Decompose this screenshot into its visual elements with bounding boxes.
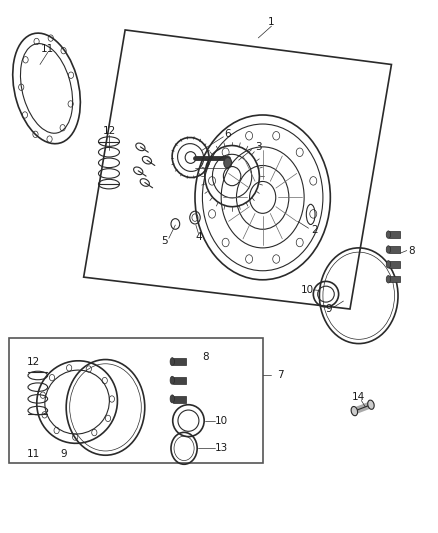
Bar (173, 377, 186, 384)
Text: 1: 1 (268, 17, 275, 27)
Bar (389, 231, 400, 238)
Bar (389, 276, 400, 282)
Bar (173, 395, 186, 402)
Ellipse shape (386, 246, 391, 253)
Text: 8: 8 (203, 352, 209, 362)
Text: 4: 4 (195, 232, 202, 242)
Text: 12: 12 (27, 357, 40, 367)
Ellipse shape (170, 358, 174, 366)
Bar (389, 246, 400, 253)
Text: 7: 7 (277, 370, 283, 381)
Bar (173, 359, 186, 366)
Text: 11: 11 (27, 449, 40, 459)
Text: 9: 9 (61, 449, 67, 459)
Text: 8: 8 (408, 246, 414, 255)
Text: 10: 10 (215, 416, 228, 426)
Text: 3: 3 (255, 142, 261, 152)
Text: 5: 5 (161, 236, 168, 246)
Text: 13: 13 (215, 443, 228, 453)
Ellipse shape (386, 276, 391, 283)
Ellipse shape (386, 261, 391, 268)
Ellipse shape (224, 158, 232, 168)
Text: 6: 6 (224, 128, 231, 139)
Ellipse shape (386, 231, 391, 238)
Ellipse shape (351, 407, 357, 416)
Bar (389, 261, 400, 268)
Text: 9: 9 (326, 304, 332, 314)
Bar (10, 338, 263, 463)
Text: 2: 2 (311, 225, 318, 236)
Ellipse shape (170, 395, 174, 403)
Text: 12: 12 (102, 126, 116, 136)
Text: 11: 11 (41, 44, 54, 53)
Text: 14: 14 (352, 392, 365, 402)
Ellipse shape (170, 376, 174, 384)
Text: 10: 10 (300, 285, 314, 295)
Ellipse shape (368, 400, 374, 409)
